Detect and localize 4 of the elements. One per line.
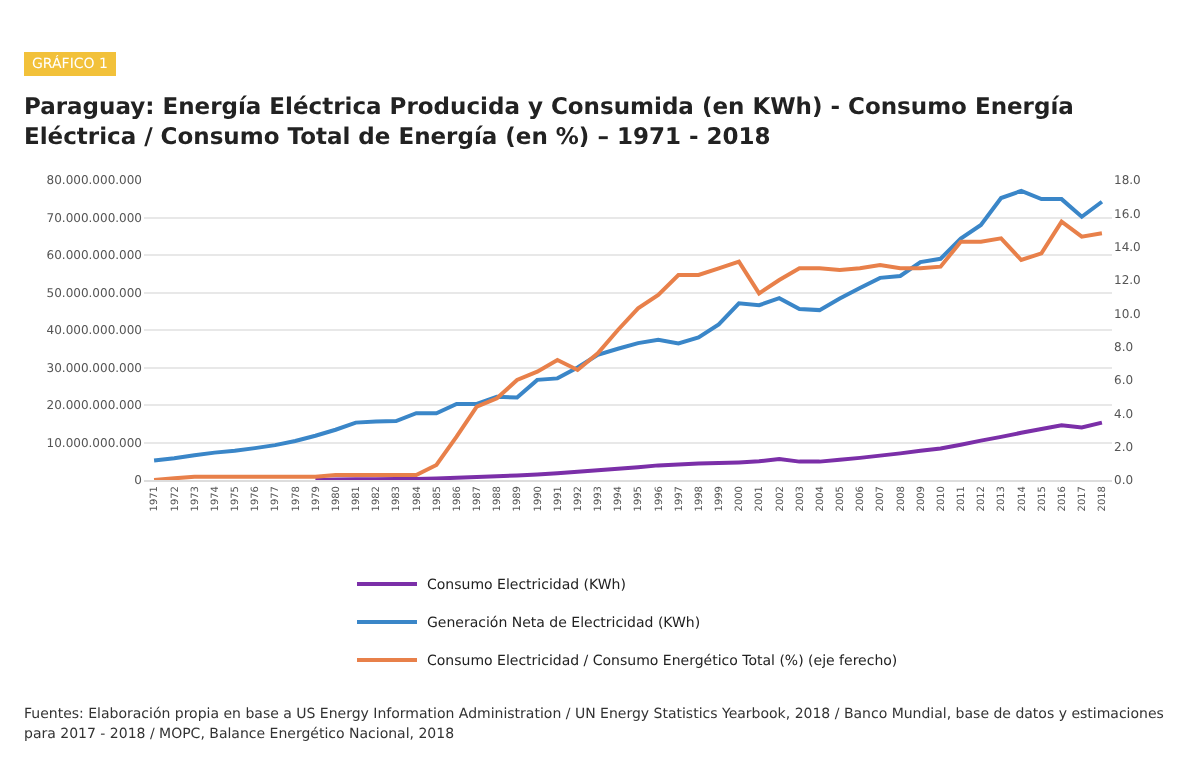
line-series [152,188,1104,463]
line-series [152,219,1104,480]
line-series [313,420,1104,480]
chart-title: Paraguay: Energía Eléctrica Producida y Consumida (en KWh) - Consumo Energía Eléctrica / Consumo Total de Energía (en %) – 1971 - 2018 [24,92,1076,152]
